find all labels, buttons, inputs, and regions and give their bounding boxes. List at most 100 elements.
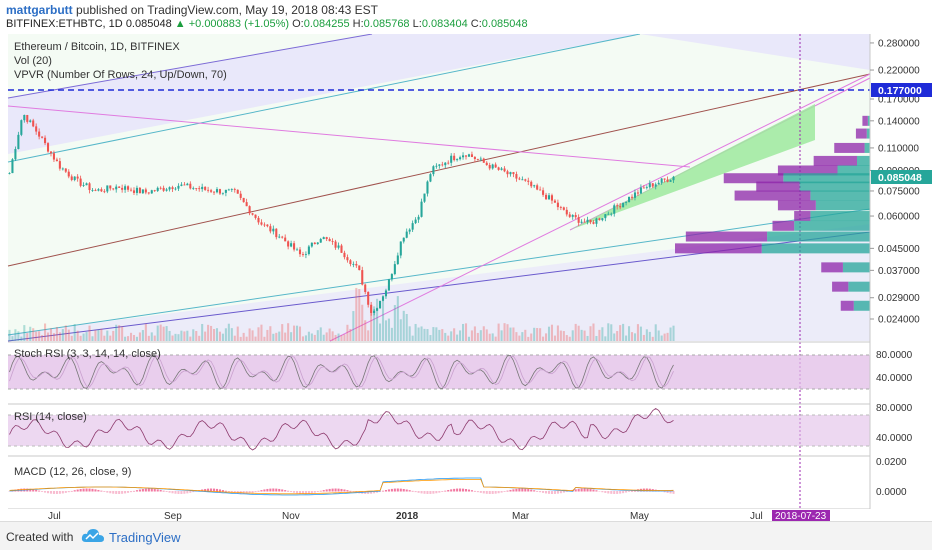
tradingview-link[interactable]: TradingView (109, 530, 181, 545)
vpvr-up-bar (867, 115, 870, 126)
candle-body (328, 239, 331, 242)
candle-body (189, 183, 192, 189)
macd-hist-bar (215, 488, 219, 492)
time-axis[interactable] (0, 509, 932, 521)
volume-bar (14, 329, 17, 341)
volume-bar (346, 324, 349, 341)
macd-hist-bar (177, 491, 180, 494)
volume-bar (571, 330, 574, 341)
volume-bar (215, 328, 219, 341)
candle-body (49, 151, 53, 154)
macd-hist-bar (539, 491, 542, 493)
candle-body (358, 265, 361, 271)
volume-bar (340, 335, 343, 341)
channel-top-line (7, 34, 373, 99)
macd-hist-bar (393, 488, 396, 492)
volume-bar (556, 325, 559, 341)
macd-hist-bar (559, 491, 562, 494)
volume-bar (79, 335, 82, 341)
candle-body (224, 189, 227, 193)
macd-hist-bar (408, 490, 411, 492)
volume-bar (399, 319, 402, 341)
volume-bar (147, 335, 150, 341)
macd-hist-bar (132, 490, 136, 492)
vpvr-down-bar (675, 243, 762, 254)
chart-canvas[interactable]: Ethereum / Bitcoin, 1D, BITFINEX Vol (20… (0, 34, 932, 521)
candle-body (399, 241, 402, 256)
macd-hist-bar (64, 491, 67, 493)
volume-bar (515, 332, 518, 341)
volume-bar (192, 329, 195, 341)
candle-body (310, 242, 313, 247)
volume-bar (349, 328, 352, 341)
candle-body (293, 243, 296, 250)
volume-bar (103, 335, 106, 341)
candle-body (174, 188, 177, 190)
vpvr-down-bar (832, 281, 849, 292)
volume-bar (423, 328, 426, 341)
volume-bar (396, 296, 399, 341)
volume-bar (11, 336, 14, 341)
macd-hist-bar (269, 488, 272, 492)
volume-bar (295, 325, 299, 341)
volume-bar (316, 330, 319, 341)
macd-hist-bar (171, 491, 174, 494)
rsi-tick: 80.0000 (876, 403, 913, 414)
volume-bar (509, 327, 512, 341)
macd-hist-bar (512, 489, 515, 492)
volume-bar (426, 329, 429, 341)
ohlc-line: BITFINEX:ETHBTC, 1D 0.085048 ▲ +0.000883… (6, 18, 528, 30)
candle-body (132, 190, 136, 193)
volume-bar (580, 329, 583, 341)
volume-bar (476, 332, 479, 341)
candle-body (408, 229, 411, 232)
macd-hist-bar (301, 491, 304, 494)
macd-hist-bar (524, 488, 527, 492)
tradingview-cloud-icon[interactable] (80, 526, 106, 546)
time-tick: Mar (512, 511, 530, 521)
volume-bar (284, 332, 287, 341)
volume-bar (639, 326, 642, 341)
macd-hist-bar (159, 490, 162, 492)
volume-bar (488, 333, 491, 341)
macd-hist-bar (411, 490, 414, 492)
macd-hist-bar (438, 491, 441, 493)
volume-bar (625, 335, 628, 341)
macd-hist-bar (536, 490, 539, 492)
macd-hist-bar (530, 489, 533, 492)
candle-body (669, 180, 672, 182)
candle-body (165, 189, 168, 191)
candle-body (521, 179, 524, 181)
candle-body (438, 164, 441, 166)
volume-bar (165, 326, 168, 341)
volume-bar (97, 329, 100, 341)
candle-body (233, 189, 236, 190)
vpvr-down-bar (813, 155, 857, 166)
low-value: 0.083404 (421, 18, 468, 30)
macd-hist-bar (73, 490, 76, 492)
price-axis[interactable] (870, 34, 932, 521)
volume-bar (654, 324, 657, 341)
time-tick: Jul (750, 511, 763, 521)
volume-bar (438, 329, 441, 341)
volume-bar (444, 332, 447, 341)
macd-hist-bar (85, 488, 88, 492)
candle-body (583, 221, 586, 223)
volume-bar (533, 327, 536, 341)
volume-bar (364, 320, 367, 341)
candle-body (263, 224, 266, 226)
candle-body (115, 186, 118, 190)
candle-body (577, 217, 580, 223)
macd-hist-bar (94, 489, 97, 492)
volume-bar (144, 323, 147, 341)
volume-bar (589, 326, 592, 341)
volume-bar (32, 328, 35, 341)
macd-hist-bar (565, 491, 568, 492)
author-link[interactable]: mattgarbutt (6, 3, 73, 17)
macd-hist-bar (616, 491, 619, 494)
volume-bar (180, 330, 183, 341)
candle-body (633, 192, 637, 198)
candle-body (479, 158, 482, 160)
chart-header: mattgarbutt published on TradingView.com… (0, 0, 932, 34)
macd-hist-bar (304, 491, 307, 494)
